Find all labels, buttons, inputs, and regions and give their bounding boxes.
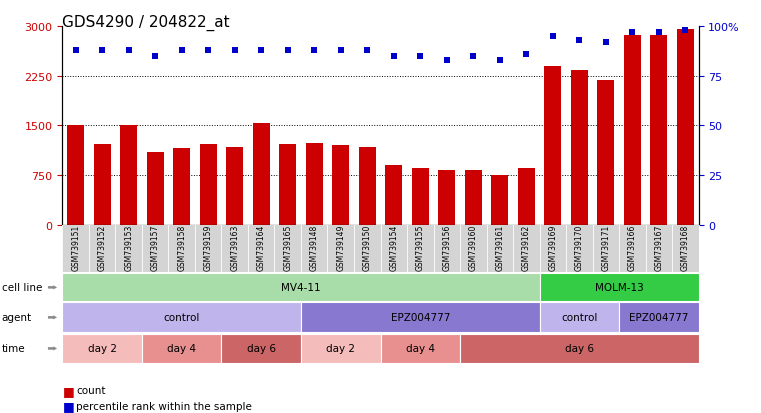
Point [282, 47, 294, 54]
Bar [226, 148, 244, 225]
Bar [332, 146, 349, 225]
Text: GSM739165: GSM739165 [283, 224, 292, 271]
Text: EPZ004777: EPZ004777 [629, 313, 689, 323]
Text: day 4: day 4 [167, 344, 196, 354]
Point [387, 53, 400, 60]
Text: GSM739156: GSM739156 [442, 224, 451, 271]
Text: agent: agent [2, 313, 32, 323]
Point [521, 51, 533, 58]
Text: GSM739167: GSM739167 [654, 224, 664, 271]
Point [228, 47, 240, 54]
Text: MOLM-13: MOLM-13 [594, 282, 644, 293]
Text: day 2: day 2 [326, 344, 355, 354]
Text: GSM739159: GSM739159 [204, 224, 212, 271]
Bar [67, 126, 84, 225]
Text: control: control [561, 313, 597, 323]
Text: MV4-11: MV4-11 [281, 282, 321, 293]
Text: EPZ004777: EPZ004777 [390, 313, 450, 323]
Text: count: count [76, 385, 106, 395]
Point [96, 47, 108, 54]
Text: GSM739150: GSM739150 [363, 224, 371, 271]
Bar [650, 36, 667, 225]
Bar [199, 145, 217, 225]
Bar [491, 175, 508, 225]
Point [69, 47, 81, 54]
Bar [624, 36, 641, 225]
Text: time: time [2, 344, 25, 354]
Text: GSM739162: GSM739162 [522, 224, 530, 271]
Text: GSM739163: GSM739163 [231, 224, 239, 271]
Bar [571, 71, 588, 225]
Point [361, 47, 374, 54]
Text: GSM739157: GSM739157 [151, 224, 160, 271]
Bar [120, 125, 137, 225]
Text: GSM739164: GSM739164 [256, 224, 266, 271]
Bar [173, 149, 190, 225]
Text: ■: ■ [62, 384, 74, 397]
Bar [465, 170, 482, 225]
Text: GSM739171: GSM739171 [601, 224, 610, 271]
Text: GSM739158: GSM739158 [177, 224, 186, 271]
Point [546, 33, 559, 40]
Point [467, 53, 479, 60]
Text: GSM739151: GSM739151 [72, 224, 80, 271]
Text: GSM739161: GSM739161 [495, 224, 505, 271]
Text: GSM739170: GSM739170 [575, 224, 584, 271]
Text: day 6: day 6 [247, 344, 275, 354]
Text: GSM739153: GSM739153 [124, 224, 133, 271]
Bar [438, 171, 455, 225]
Point [680, 28, 692, 34]
Point [626, 29, 638, 36]
Point [255, 47, 267, 54]
Text: day 2: day 2 [88, 344, 116, 354]
Text: cell line: cell line [2, 282, 42, 293]
Point [176, 47, 188, 54]
Text: control: control [164, 313, 200, 323]
Bar [517, 168, 535, 225]
Text: GDS4290 / 204822_at: GDS4290 / 204822_at [62, 14, 230, 31]
Bar [358, 148, 376, 225]
Text: day 4: day 4 [406, 344, 435, 354]
Text: GSM739149: GSM739149 [336, 224, 345, 271]
Text: GSM739168: GSM739168 [681, 224, 689, 271]
Bar [147, 152, 164, 225]
Bar [94, 145, 111, 225]
Bar [306, 143, 323, 225]
Point [653, 29, 665, 36]
Text: ■: ■ [62, 399, 74, 412]
Text: GSM739169: GSM739169 [549, 224, 557, 271]
Text: day 6: day 6 [565, 344, 594, 354]
Bar [544, 66, 562, 225]
Point [335, 47, 347, 54]
Text: GSM739155: GSM739155 [416, 224, 425, 271]
Point [308, 47, 320, 54]
Bar [385, 166, 403, 225]
Text: GSM739160: GSM739160 [469, 224, 478, 271]
Point [573, 38, 585, 44]
Point [149, 53, 161, 60]
Bar [677, 29, 694, 225]
Text: GSM739166: GSM739166 [628, 224, 637, 271]
Bar [597, 81, 614, 225]
Text: GSM739152: GSM739152 [97, 224, 107, 271]
Bar [412, 168, 429, 225]
Point [202, 47, 215, 54]
Text: GSM739154: GSM739154 [390, 224, 398, 271]
Point [123, 47, 135, 54]
Text: percentile rank within the sample: percentile rank within the sample [76, 401, 252, 411]
Point [494, 57, 506, 64]
Text: GSM739148: GSM739148 [310, 224, 319, 271]
Point [600, 39, 612, 46]
Bar [279, 145, 296, 225]
Point [414, 53, 426, 60]
Bar [253, 124, 270, 225]
Point [441, 57, 453, 64]
